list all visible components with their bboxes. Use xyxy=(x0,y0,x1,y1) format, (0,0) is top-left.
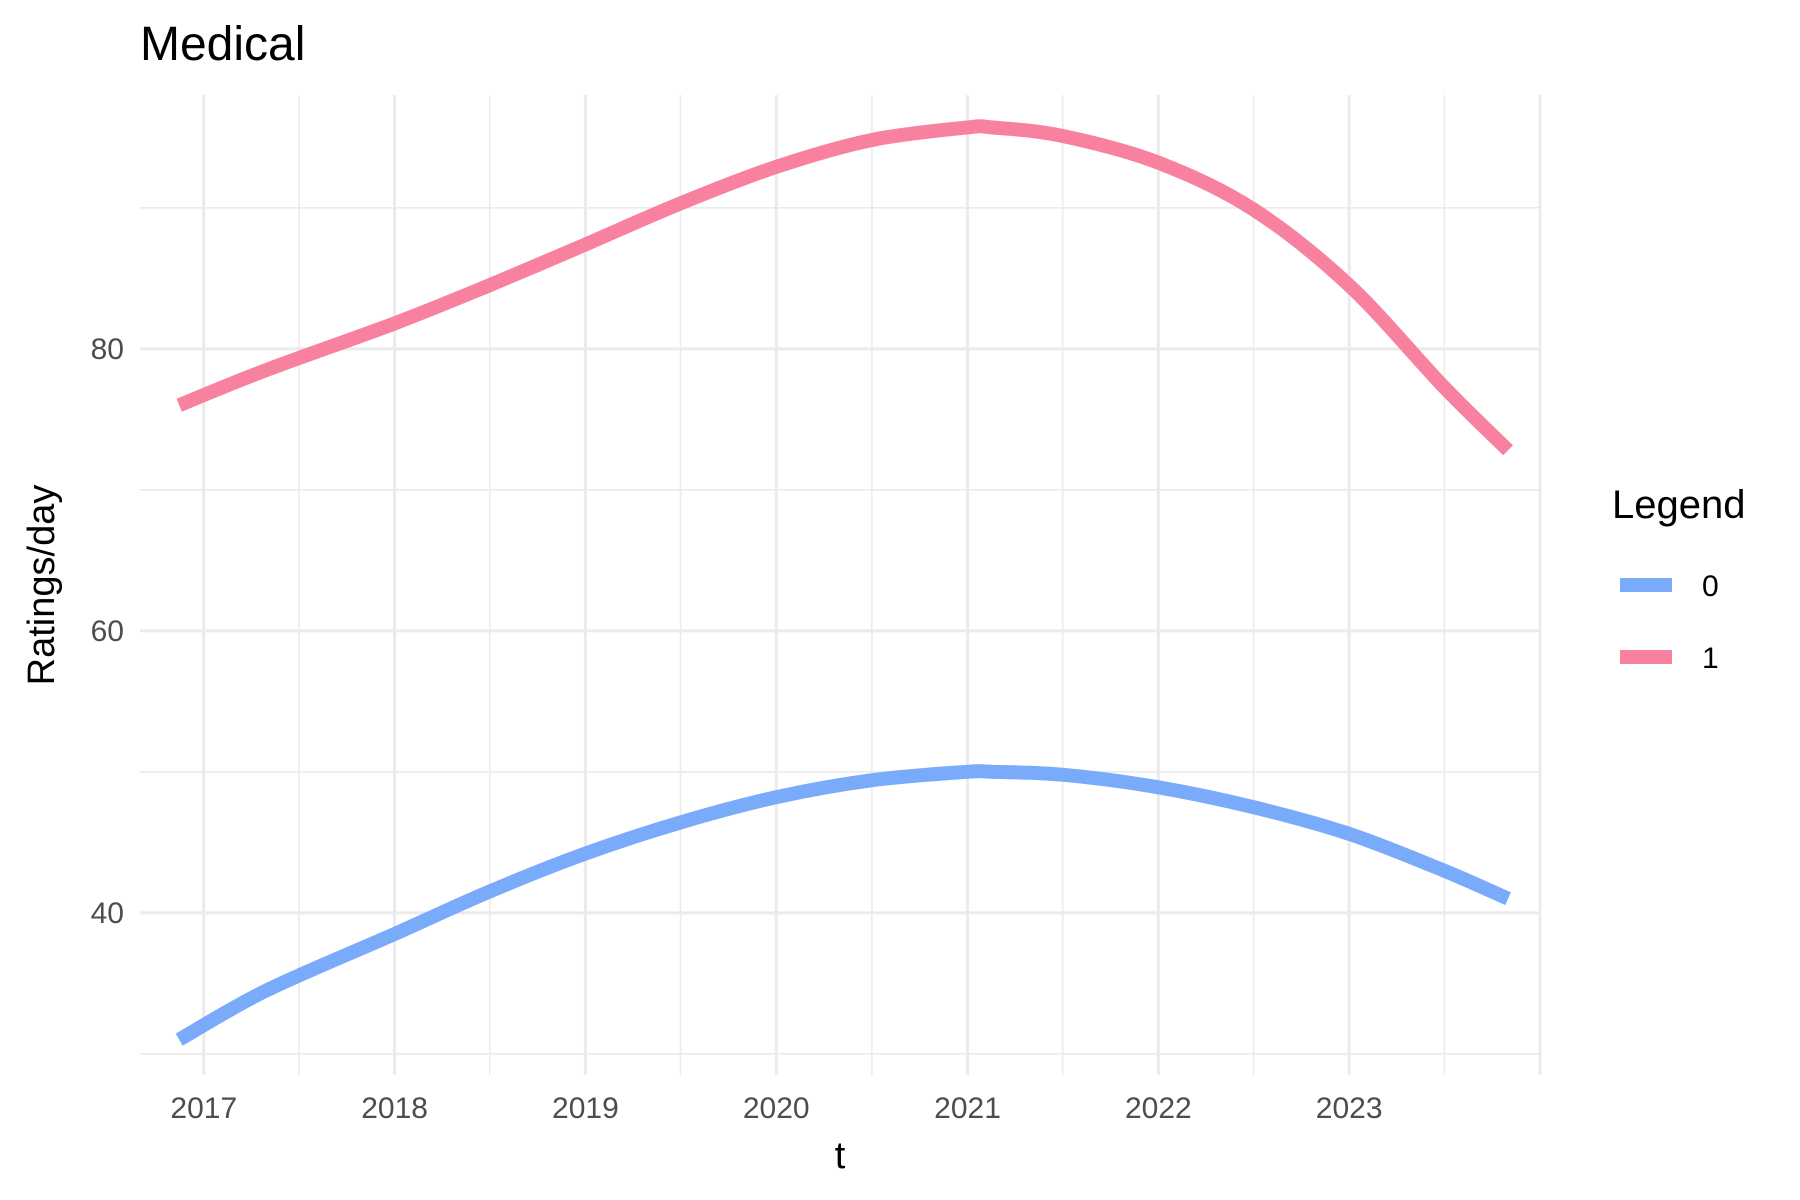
x-tick-label: 2017 xyxy=(170,1092,237,1125)
legend-item-1: 1 xyxy=(1620,642,1719,675)
legend-item-0: 0 xyxy=(1620,570,1719,603)
x-tick-label: 2019 xyxy=(552,1092,619,1125)
y-axis-title: Ratings/day xyxy=(21,485,63,686)
x-tick-label: 2022 xyxy=(1125,1092,1192,1125)
legend-label: 0 xyxy=(1702,570,1719,603)
x-tick-label: 2020 xyxy=(743,1092,810,1125)
series-lines xyxy=(175,119,1514,1046)
legend-items: 01 xyxy=(1620,570,1719,675)
series-line-1 xyxy=(176,119,1514,456)
legend: Legend 01 xyxy=(1612,483,1745,675)
x-tick-label: 2021 xyxy=(934,1092,1001,1125)
chart-title: Medical xyxy=(140,18,305,71)
x-tick-label: 2018 xyxy=(361,1092,428,1125)
y-tick-label: 40 xyxy=(91,897,124,930)
series-line-0 xyxy=(175,764,1511,1046)
x-axis-ticks: 2017 2018 2019 2020 2021 2022 2023 xyxy=(170,1092,1382,1125)
legend-label: 1 xyxy=(1702,642,1719,675)
y-tick-label: 60 xyxy=(91,615,124,648)
y-tick-label: 80 xyxy=(91,333,124,366)
x-axis-title: t xyxy=(835,1135,846,1177)
y-axis-ticks: 40 60 80 xyxy=(91,333,124,930)
grid xyxy=(140,95,1542,1075)
x-tick-label: 2023 xyxy=(1316,1092,1383,1125)
legend-title: Legend xyxy=(1612,483,1745,527)
